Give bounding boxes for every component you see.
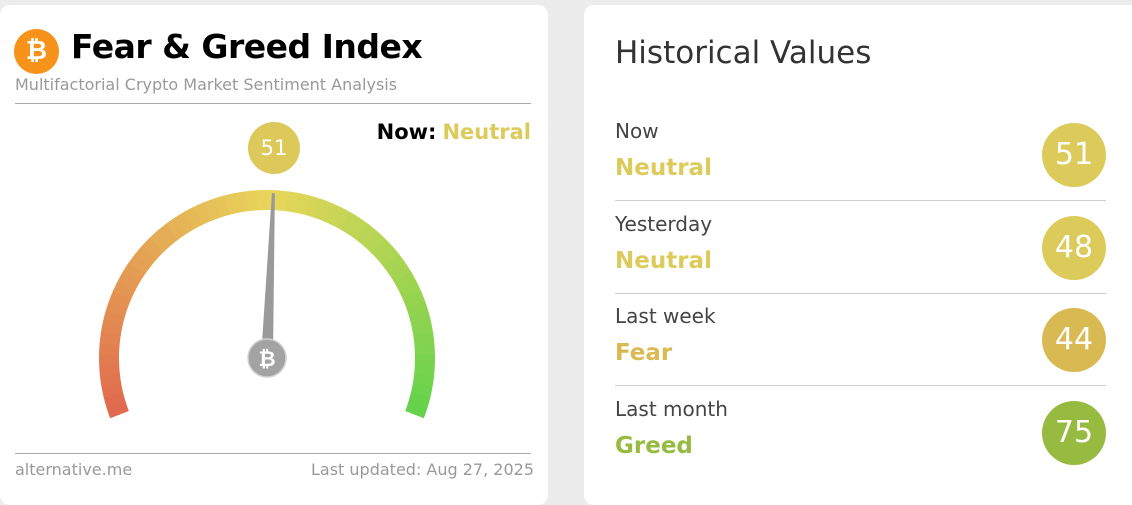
last-updated: Last updated: Aug 27, 2025 xyxy=(311,460,534,479)
fear-greed-card: ₿ Fear & Greed Index Multifactorial Cryp… xyxy=(0,5,548,505)
gauge-arc-segment xyxy=(423,375,425,386)
gauge-arc-segment xyxy=(385,252,392,260)
gauge-arc-segment xyxy=(237,201,248,203)
history-classification: Neutral xyxy=(615,248,712,274)
gauge-arc-segment xyxy=(370,238,378,245)
gauge-arc-segment xyxy=(419,314,422,324)
history-value-badge: 44 xyxy=(1042,308,1106,372)
gauge-needle xyxy=(261,193,275,358)
gauge-arc-segment xyxy=(420,385,422,395)
gauge-arc-segment xyxy=(111,324,113,335)
gauge-arc-segment xyxy=(423,334,424,345)
gauge-arc-segment xyxy=(317,208,327,212)
gauge-arc-segment xyxy=(424,365,425,376)
gauge-arc-segment xyxy=(115,304,118,314)
gauge-arc-segment xyxy=(156,238,164,245)
history-row: Last month Greed 75 xyxy=(615,387,1106,479)
history-classification: Neutral xyxy=(615,155,712,181)
gauge-arc-segment xyxy=(111,385,113,395)
gauge-arc-segment xyxy=(131,268,137,277)
history-classification: Greed xyxy=(615,433,693,459)
gauge-arc-segment xyxy=(412,295,416,305)
gauge-arc-segment xyxy=(227,203,237,205)
gauge-arc-segment xyxy=(143,252,150,260)
historical-title: Historical Values xyxy=(615,35,871,71)
gauge-arc-segment xyxy=(354,226,363,232)
value-bubble: 51 xyxy=(248,122,300,174)
gauge-arc-segment xyxy=(110,334,111,345)
gauge-arc-segment xyxy=(198,212,208,216)
history-row: Now Neutral 51 xyxy=(615,109,1106,201)
gauge-arc-segment xyxy=(415,405,418,415)
history-value-badge: 75 xyxy=(1042,401,1106,465)
divider xyxy=(15,453,531,454)
gauge-arc-segment xyxy=(113,314,116,324)
gauge-arc-segment xyxy=(110,375,111,386)
history-value-badge: 51 xyxy=(1042,123,1106,187)
gauge-arc-segment xyxy=(378,245,385,253)
gauge-arc-segment xyxy=(122,286,127,296)
history-period: Now xyxy=(615,119,659,143)
source-link[interactable]: alternative.me xyxy=(15,460,132,479)
gauge-arc-segment xyxy=(421,324,423,335)
gauge-arc-segment xyxy=(397,269,403,278)
bitcoin-icon: ₿ xyxy=(258,347,275,371)
gauge-arc-segment xyxy=(345,221,354,227)
gauge-arc-segment xyxy=(416,305,419,315)
gauge-arc-segment xyxy=(109,364,110,375)
gauge-arc-segment xyxy=(137,260,143,269)
gauge-arc-segment xyxy=(424,345,425,356)
gauge-arc-segment xyxy=(189,216,198,221)
gauge-arc-segment xyxy=(164,232,172,239)
history-period: Last month xyxy=(615,397,728,421)
gauge-arc-segment xyxy=(391,260,397,269)
gauge-arc-segment xyxy=(336,216,345,221)
history-row: Last week Fear 44 xyxy=(615,294,1106,386)
gauge-arc-segment xyxy=(297,203,307,205)
history-period: Last week xyxy=(615,304,716,328)
gauge-arc-segment xyxy=(217,205,227,208)
gauge-arc-segment xyxy=(418,395,421,405)
gauge-arc-segment xyxy=(307,205,317,208)
gauge-arc-segment xyxy=(247,200,258,201)
gauge-arc-segment xyxy=(362,232,370,239)
history-row: Yesterday Neutral 48 xyxy=(615,202,1106,294)
history-period: Yesterday xyxy=(615,212,712,236)
history-value-badge: 48 xyxy=(1042,216,1106,280)
historical-values-card: Historical Values Now Neutral 51 Yesterd… xyxy=(584,5,1132,505)
gauge-arc-segment xyxy=(403,277,408,286)
gauge-arc-segment xyxy=(207,208,217,212)
gauge-arc-segment xyxy=(109,344,110,355)
gauge-arc-segment xyxy=(277,200,288,201)
gauge-arc-segment xyxy=(287,201,298,203)
gauge-arc-segment xyxy=(327,212,337,216)
gauge-arc-segment xyxy=(118,295,122,305)
gauge-arc-segment xyxy=(113,395,116,405)
gauge-arc-segment xyxy=(172,226,181,232)
gauge-arc-segment xyxy=(116,404,119,414)
history-classification: Fear xyxy=(615,340,672,366)
gauge-arc-segment xyxy=(149,245,156,253)
gauge: ₿ xyxy=(0,5,548,455)
gauge-arc-segment xyxy=(180,220,189,226)
gauge-arc-segment xyxy=(126,277,131,286)
gauge-arc-segment xyxy=(408,286,413,296)
